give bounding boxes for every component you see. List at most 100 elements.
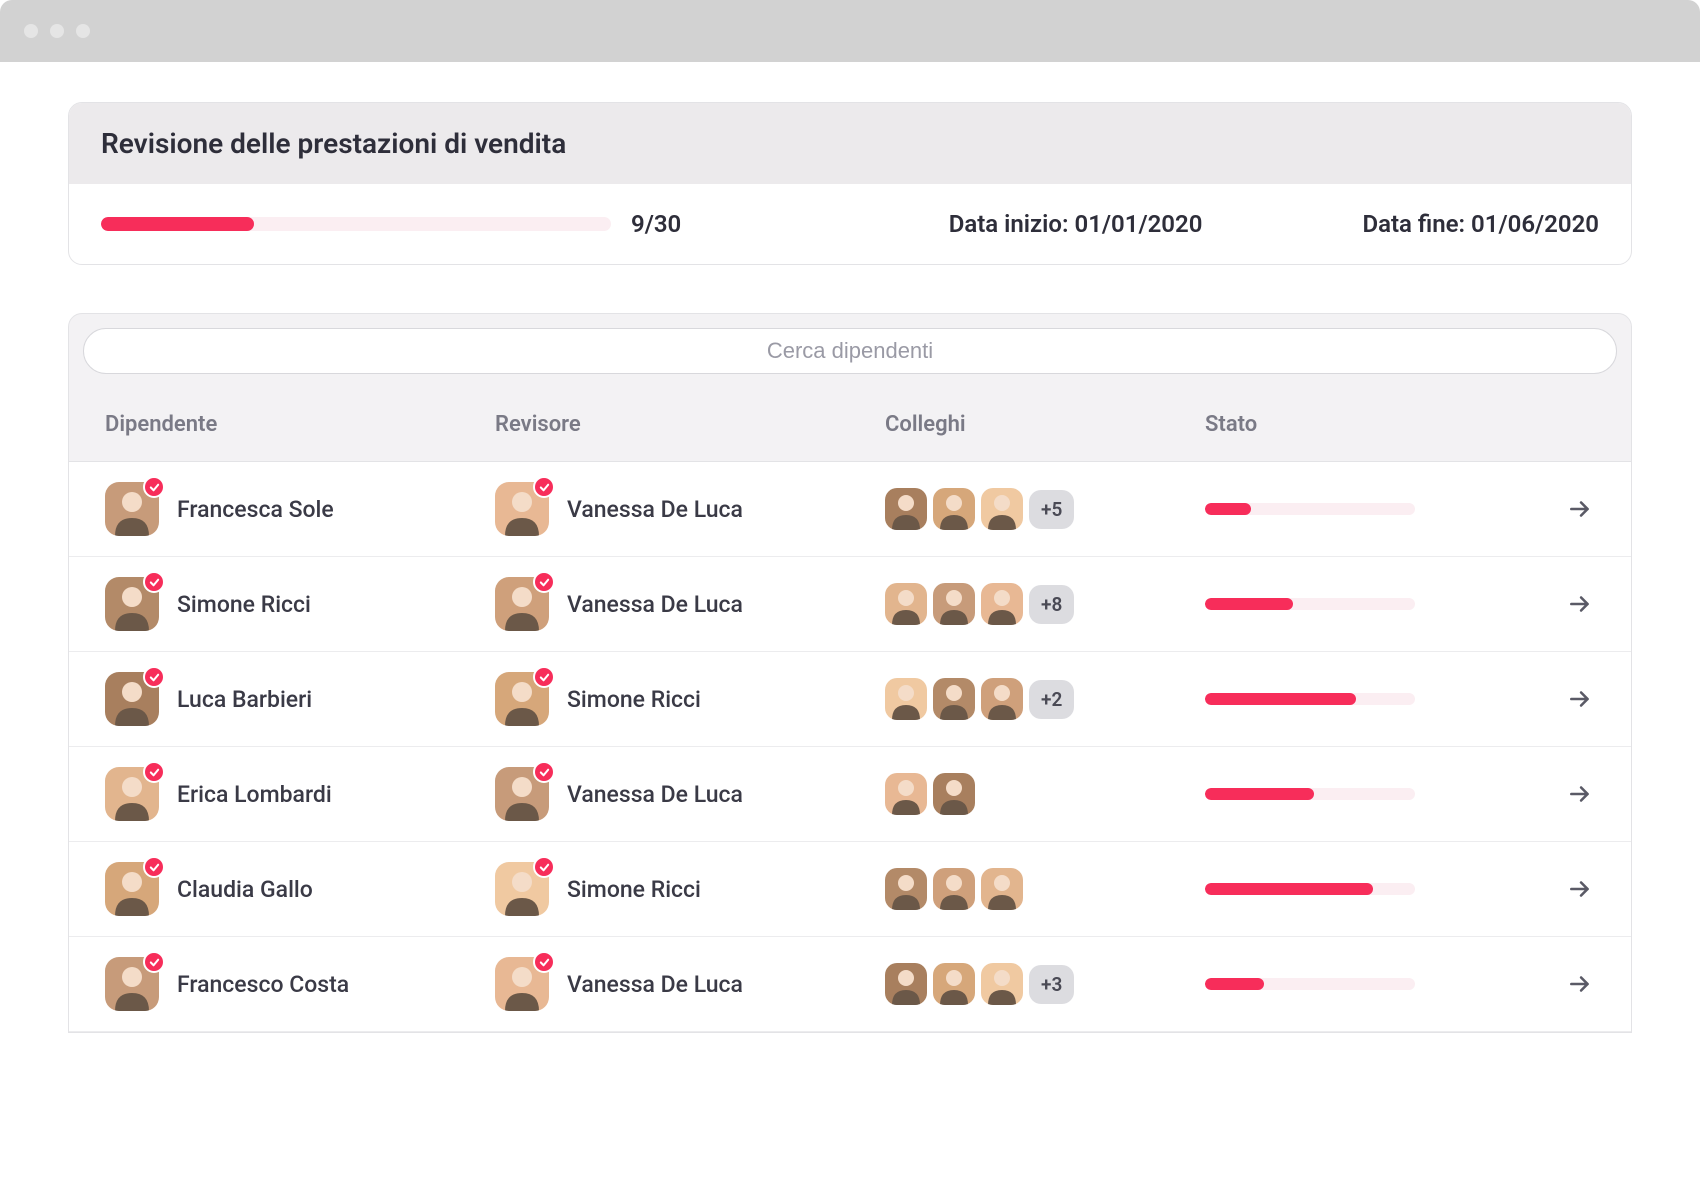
peer-avatar (933, 868, 975, 910)
arrow-right-icon[interactable] (1565, 874, 1595, 904)
reviewer-avatar (495, 672, 549, 726)
status-cell (1205, 978, 1515, 990)
peer-avatars: +3 (885, 963, 1074, 1005)
row-action-cell (1515, 589, 1595, 619)
peer-avatar (981, 678, 1023, 720)
reviewer-name: Vanessa De Luca (567, 496, 743, 523)
search-wrap (69, 314, 1631, 388)
employee-cell: Erica Lombardi (105, 767, 495, 821)
peer-avatar (885, 583, 927, 625)
row-progress-bar (1205, 883, 1415, 895)
window-dot (76, 24, 90, 38)
table-row[interactable]: Francesco Costa Vanessa De Luca+3 (69, 937, 1631, 1032)
employee-cell: Claudia Gallo (105, 862, 495, 916)
peers-cell (885, 868, 1205, 910)
check-icon (143, 571, 165, 593)
peers-cell: +2 (885, 678, 1205, 720)
window-dot (50, 24, 64, 38)
peer-avatar (885, 773, 927, 815)
employee-name: Simone Ricci (177, 591, 311, 618)
window-dot (24, 24, 38, 38)
peer-avatars (885, 773, 975, 815)
browser-frame: Revisione delle prestazioni di vendita 9… (0, 0, 1700, 1200)
employee-cell: Luca Barbieri (105, 672, 495, 726)
peer-avatars: +5 (885, 488, 1074, 530)
check-icon (143, 951, 165, 973)
peer-avatar (981, 868, 1023, 910)
peer-avatar (933, 583, 975, 625)
check-icon (143, 761, 165, 783)
check-icon (533, 856, 555, 878)
employee-avatar (105, 482, 159, 536)
search-input[interactable] (83, 328, 1617, 374)
peers-more-chip[interactable]: +2 (1029, 680, 1074, 719)
peer-avatars: +8 (885, 583, 1074, 625)
check-icon (143, 476, 165, 498)
peer-avatar (885, 963, 927, 1005)
table-body: Francesca Sole Vanessa De Luca +5 Simone … (69, 462, 1631, 1032)
row-progress-bar (1205, 598, 1415, 610)
window-titlebar (0, 0, 1700, 62)
reviewer-cell: Vanessa De Luca (495, 957, 885, 1011)
table-row[interactable]: Luca Barbieri Simone Ricci+2 (69, 652, 1631, 747)
arrow-right-icon[interactable] (1565, 779, 1595, 809)
page-content: Revisione delle prestazioni di vendita 9… (0, 62, 1700, 1200)
col-peers: Colleghi (885, 412, 1205, 437)
employee-cell: Francesca Sole (105, 482, 495, 536)
check-icon (533, 571, 555, 593)
employee-avatar (105, 672, 159, 726)
review-header-card: Revisione delle prestazioni di vendita 9… (68, 102, 1632, 265)
arrow-right-icon[interactable] (1565, 494, 1595, 524)
table-row[interactable]: Francesca Sole Vanessa De Luca +5 (69, 462, 1631, 557)
status-cell (1205, 598, 1515, 610)
table-row[interactable]: Simone Ricci Vanessa De Luca +8 (69, 557, 1631, 652)
page-title: Revisione delle prestazioni di vendita (69, 103, 1631, 184)
peer-avatar (981, 583, 1023, 625)
peer-avatar (981, 963, 1023, 1005)
table-row[interactable]: Claudia Gallo Simone Ricci (69, 842, 1631, 937)
row-progress-bar (1205, 503, 1415, 515)
arrow-right-icon[interactable] (1565, 589, 1595, 619)
check-icon (143, 666, 165, 688)
peer-avatar (885, 678, 927, 720)
peers-cell: +8 (885, 583, 1205, 625)
row-progress-bar (1205, 978, 1415, 990)
peers-more-chip[interactable]: +5 (1029, 490, 1074, 529)
reviewer-avatar (495, 482, 549, 536)
reviewer-name: Vanessa De Luca (567, 781, 743, 808)
reviewer-cell: Vanessa De Luca (495, 577, 885, 631)
peers-more-chip[interactable]: +8 (1029, 585, 1074, 624)
row-action-cell (1515, 874, 1595, 904)
status-cell (1205, 693, 1515, 705)
peer-avatar (933, 488, 975, 530)
header-stats: 9/30 Data inizio: 01/01/2020 Data fine: … (69, 184, 1631, 264)
row-progress-fill (1205, 598, 1293, 610)
row-progress-bar (1205, 788, 1415, 800)
arrow-right-icon[interactable] (1565, 684, 1595, 714)
start-date: Data inizio: 01/01/2020 (949, 210, 1203, 238)
overall-progress-bar (101, 217, 611, 231)
arrow-right-icon[interactable] (1565, 969, 1595, 999)
employee-avatar (105, 767, 159, 821)
peer-avatars: +2 (885, 678, 1074, 720)
employee-avatar (105, 577, 159, 631)
row-progress-fill (1205, 788, 1314, 800)
row-progress-fill (1205, 503, 1251, 515)
reviewer-name: Simone Ricci (567, 876, 701, 903)
reviewer-cell: Simone Ricci (495, 862, 885, 916)
overall-progress-label: 9/30 (631, 210, 681, 238)
row-action-cell (1515, 969, 1595, 999)
employee-name: Erica Lombardi (177, 781, 332, 808)
reviewer-avatar (495, 862, 549, 916)
row-progress-fill (1205, 693, 1356, 705)
check-icon (143, 856, 165, 878)
employee-name: Francesca Sole (177, 496, 334, 523)
overall-progress: 9/30 (101, 210, 681, 238)
peer-avatar (885, 868, 927, 910)
peers-more-chip[interactable]: +3 (1029, 965, 1074, 1004)
reviewer-avatar (495, 957, 549, 1011)
employee-avatar (105, 862, 159, 916)
table-row[interactable]: Erica Lombardi Vanessa De Luca (69, 747, 1631, 842)
end-date: Data fine: 01/06/2020 (1362, 210, 1599, 238)
reviewer-avatar (495, 767, 549, 821)
